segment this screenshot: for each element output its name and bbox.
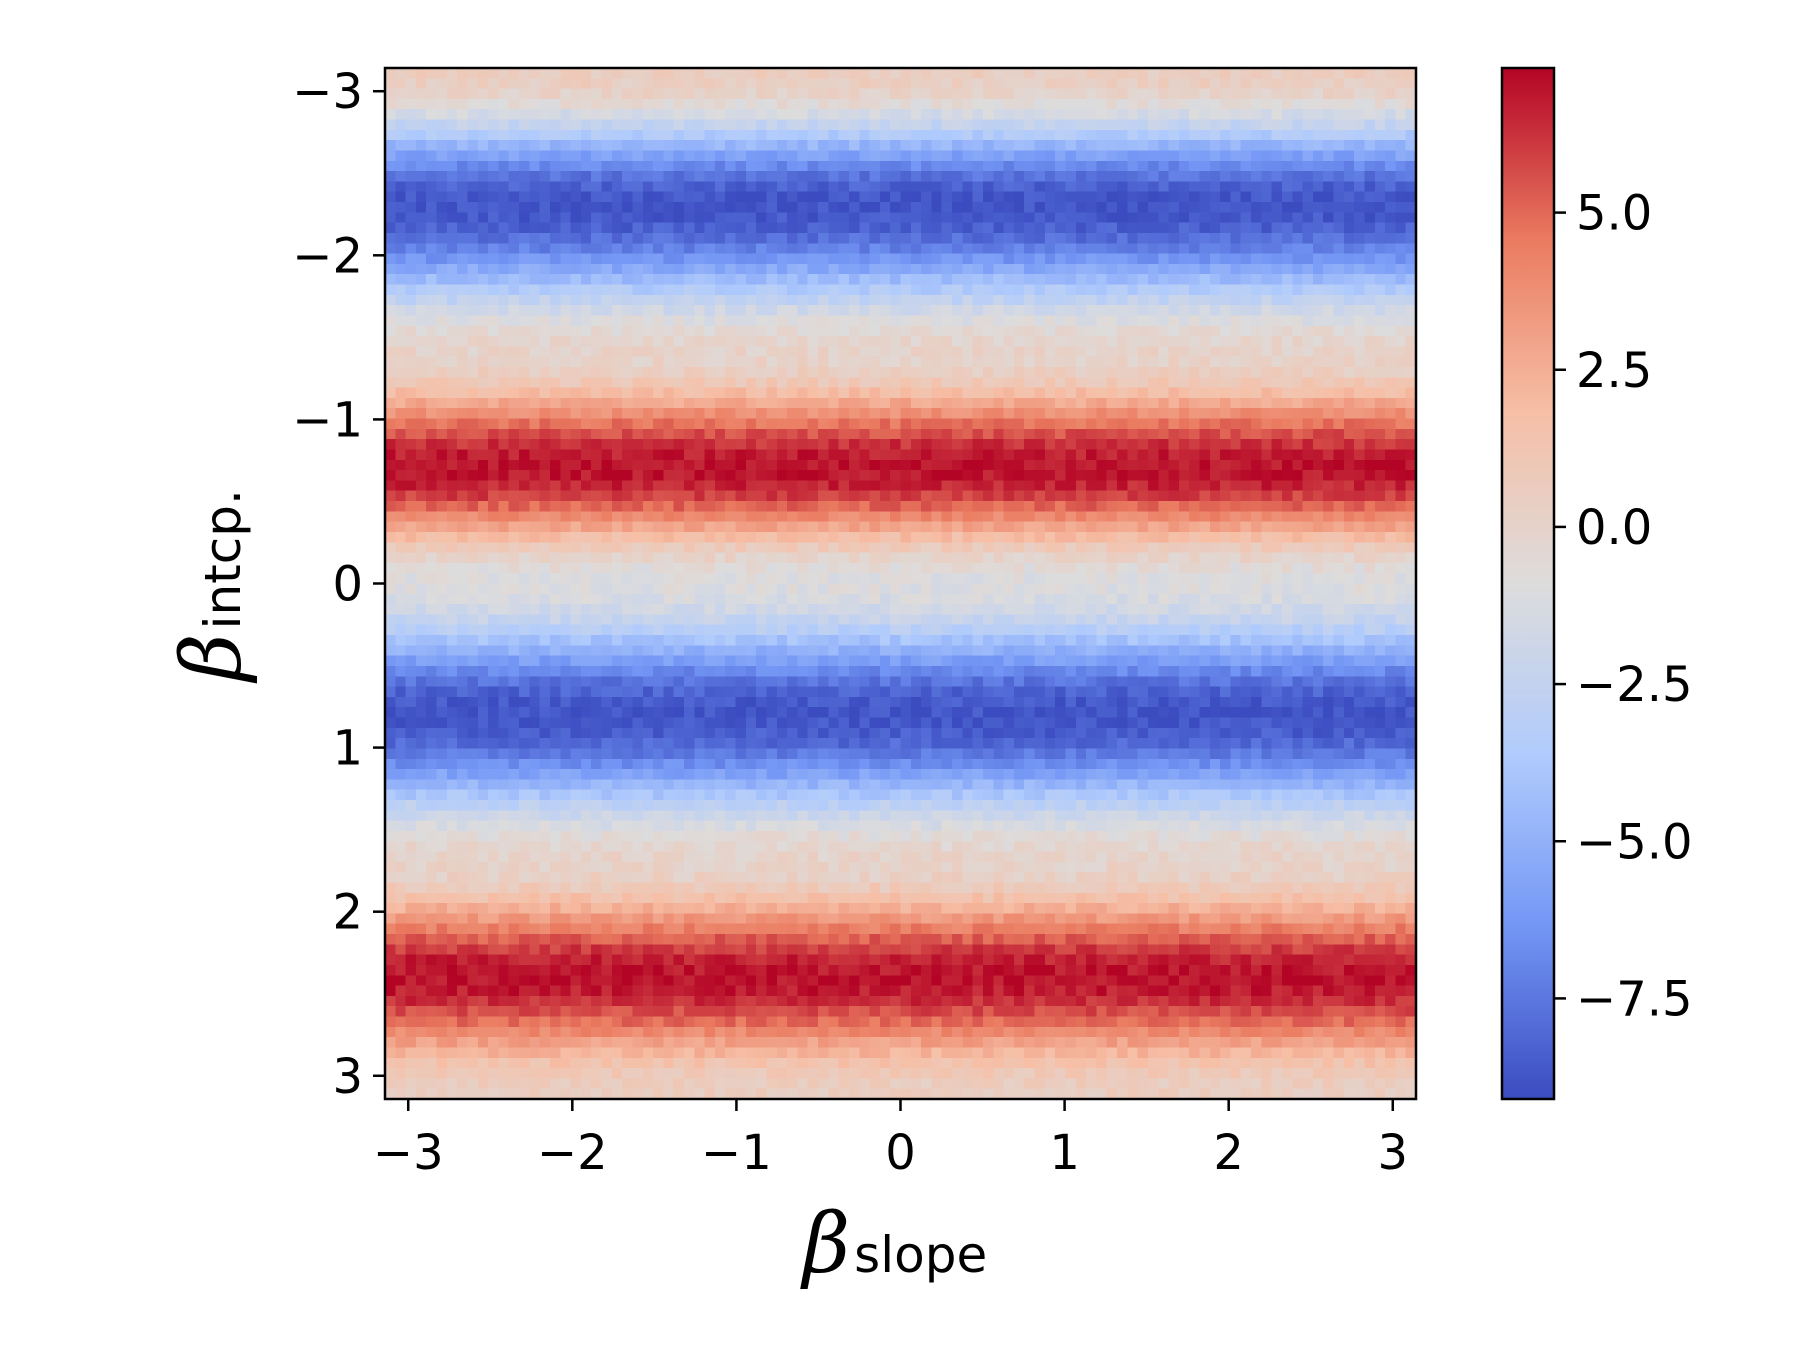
colorbar-ticks: 5.0 2.5 0.0 −2.5 −5.0 −7.5 <box>1554 186 1693 1027</box>
svg-text:βintcp.: βintcp. <box>165 489 260 684</box>
colorbar-tick-label: −2.5 <box>1576 657 1693 713</box>
y-tick-label: 2 <box>332 885 363 941</box>
y-axis-label: βintcp. <box>165 489 260 684</box>
x-tick-label: −2 <box>537 1125 608 1181</box>
colorbar-tick-label: 2.5 <box>1576 343 1652 399</box>
y-tick-label: 1 <box>332 721 363 777</box>
colorbar-frame <box>1500 66 1556 1101</box>
x-tick-label: 1 <box>1049 1125 1080 1181</box>
colorbar-tick-label: 5.0 <box>1576 186 1652 242</box>
x-tick-label: −3 <box>373 1125 444 1181</box>
x-tick-label: 0 <box>885 1125 916 1181</box>
heatmap-field <box>385 68 1416 1099</box>
colorbar-tick-label: −5.0 <box>1576 814 1693 870</box>
y-tick-label: −2 <box>292 228 363 284</box>
colorbar <box>1502 68 1554 1099</box>
y-tick-label: 3 <box>332 1049 363 1105</box>
x-tick-label: 3 <box>1377 1125 1408 1181</box>
y-tick-label: −1 <box>292 392 363 448</box>
x-tick-label: 2 <box>1213 1125 1244 1181</box>
x-axis-label: βslope <box>800 1197 987 1292</box>
colorbar-tick-label: 0.0 <box>1576 500 1652 556</box>
y-tick-label: 0 <box>332 557 363 613</box>
x-tick-label: −1 <box>701 1125 772 1181</box>
colorbar-tick-label: −7.5 <box>1576 971 1693 1027</box>
x-axis-ticks: −3 −2 −1 0 1 2 3 <box>373 1099 1408 1181</box>
y-axis-ticks: −3 −2 −1 0 1 2 3 <box>292 64 385 1105</box>
y-tick-label: −3 <box>292 64 363 120</box>
